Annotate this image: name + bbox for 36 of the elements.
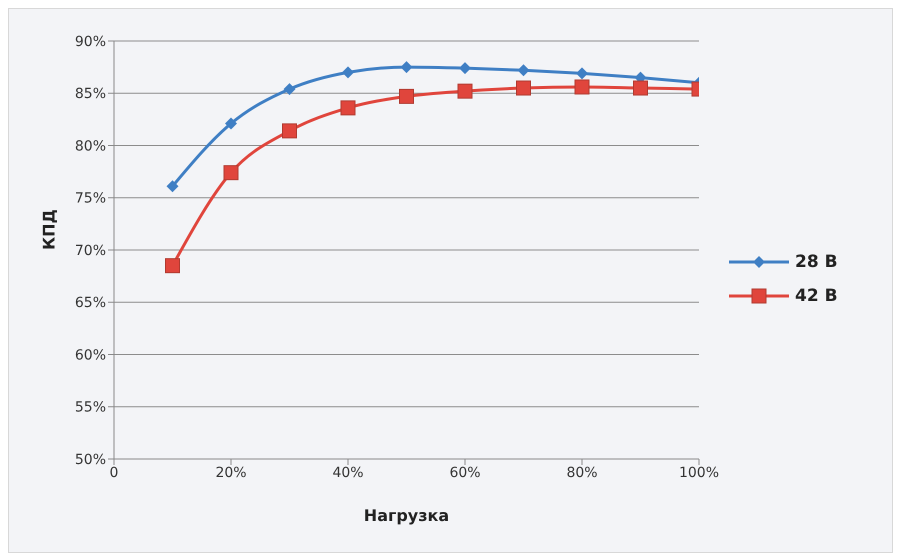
point (633, 80, 648, 96)
point (458, 84, 472, 99)
x-tick-label: 80% (566, 464, 598, 481)
x-tick-label: 100% (678, 464, 720, 481)
y-tick-label: 80% (74, 138, 106, 154)
point (516, 80, 531, 96)
point (574, 79, 590, 94)
y-tick-label: 75% (74, 190, 106, 207)
y-axis-title: КПД (40, 209, 59, 250)
point (224, 165, 238, 180)
point (400, 61, 412, 74)
point (576, 67, 588, 80)
point (459, 62, 471, 74)
y-tick-label: 50% (74, 452, 106, 468)
point (165, 258, 180, 274)
x-tick-label: 0 (110, 464, 118, 481)
point (518, 64, 530, 76)
y-tick-label: 65% (74, 295, 106, 312)
x-tick-label: 40% (332, 464, 364, 481)
point (166, 180, 178, 192)
y-tick-label: 55% (74, 400, 106, 416)
x-tick-label: 20% (215, 464, 247, 481)
y-tick-label: 70% (74, 242, 106, 259)
legend-label: 42 В (795, 286, 838, 306)
point (340, 100, 356, 116)
point (399, 88, 414, 104)
point (284, 83, 296, 96)
y-tick-label: 90% (74, 34, 106, 50)
y-tick-label: 85% (74, 86, 106, 102)
point (342, 66, 354, 78)
x-axis-title: Нагрузка (364, 506, 450, 525)
point (282, 123, 297, 138)
point (225, 118, 237, 130)
y-tick-label: 60% (74, 347, 106, 364)
legend-label: 28 В (795, 252, 838, 272)
x-tick-label: 60% (449, 464, 481, 481)
